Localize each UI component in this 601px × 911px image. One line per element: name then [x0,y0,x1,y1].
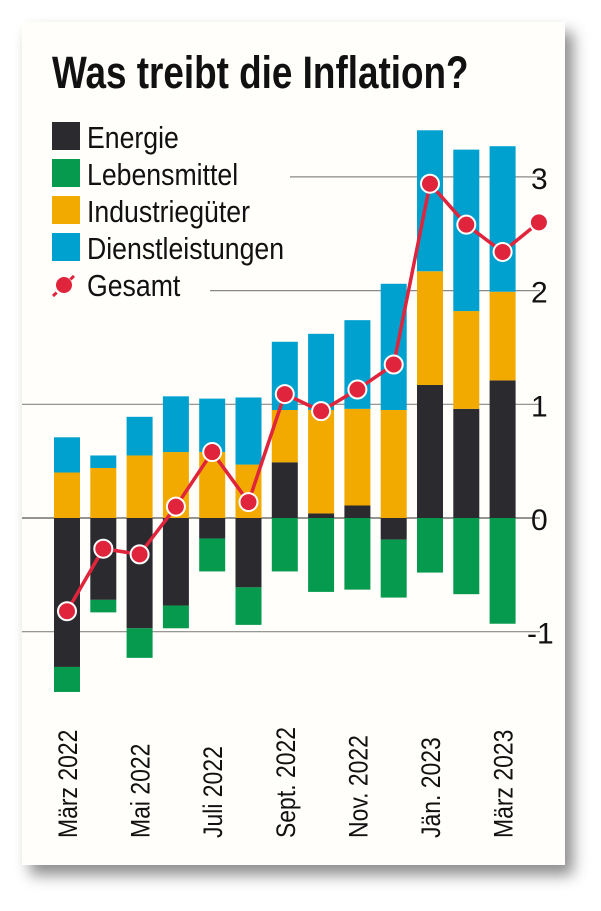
bar-segment [417,518,443,573]
bar-segment [453,518,480,595]
x-tick-label: März 2023 [489,730,519,838]
bar-segment [308,333,335,410]
bar-segment [54,518,80,667]
bar-segment [90,599,117,613]
gesamt-point [165,496,186,517]
bar-segment [380,409,407,518]
bar-segment [344,518,371,590]
y-tick-label: 2 [531,277,548,310]
bar-segment [235,587,262,625]
legend-label: Industriegüter [87,195,250,229]
bar-segment [54,437,80,473]
y-tick-label: 3 [531,163,548,196]
bar-segment [90,467,117,518]
gesamt-point [274,384,295,405]
y-tick-label: 0 [531,504,548,537]
gesamt-point [202,442,223,463]
bar-segment [417,384,443,518]
bar-segment [271,462,298,518]
bar-segment [453,311,480,409]
bar-segment [90,518,117,600]
gesamt-point [57,601,77,622]
bar-segment [54,666,80,692]
gesamt-point [347,379,368,400]
bar-segment [54,472,80,518]
legend-point-icon [56,277,72,293]
legend-swatch [52,159,80,187]
legend-label: Lebensmittel [87,158,238,192]
bar-segment [489,380,516,518]
bar-segment [489,518,516,624]
bar-segment [162,396,189,453]
gesamt-point [129,544,150,565]
y-tick-label: 1 [531,390,548,423]
bar-segment [489,291,516,381]
bar-segment [453,408,480,518]
bar-segment [344,505,371,518]
bar-segment [199,518,226,539]
x-tick-label: Nov. 2022 [344,735,374,838]
legend-label: Energie [87,121,179,155]
bar-segment [308,518,335,592]
bar-segment [489,146,516,292]
bar-segment [344,408,371,506]
x-tick-label: Jän. 2023 [416,737,446,838]
gesamt-point [383,354,404,375]
gesamt-point [528,212,549,233]
legend-label: Dienstleistungen [87,232,284,266]
gesamt-point [492,241,513,262]
bar-segment [162,518,189,606]
bar-segment [380,283,407,410]
bar-segment [126,455,153,518]
legend-swatch [52,233,80,261]
bar-segment [199,538,226,572]
bar-segment [235,518,262,588]
gesamt-point [420,173,440,194]
bar-segment [126,416,153,456]
legend-line-icon [51,272,78,298]
x-tick-label: Mai 2022 [126,744,156,838]
x-tick-label: Sept. 2022 [271,727,301,838]
gesamt-point [456,214,477,235]
bar-segment [417,130,443,272]
legend-label: Gesamt [87,269,180,303]
bar-segment [308,409,335,514]
x-tick-label: März 2022 [53,730,83,838]
y-tick-label: -1 [527,618,554,651]
gesamt-point [311,401,332,422]
bar-segment [417,271,443,385]
gesamt-point [93,538,114,559]
bar-segment [126,518,153,629]
x-tick-label: Juli 2022 [198,746,228,838]
bar-segment [126,628,153,658]
bar-segment [308,513,335,518]
gesamt-point [238,492,259,513]
bar-segment [90,455,117,468]
chart-title: Was treibt die Inflation? [52,48,469,98]
legend-swatch [52,196,80,224]
bar-segment [380,518,407,540]
legend-swatch [52,122,80,150]
bar-segment [380,539,407,598]
bar-segment [271,518,298,572]
bar-segment [162,605,189,629]
bar-segment [235,397,262,465]
